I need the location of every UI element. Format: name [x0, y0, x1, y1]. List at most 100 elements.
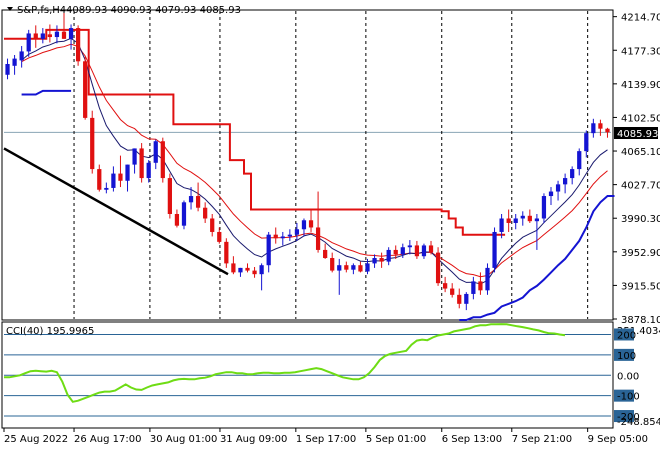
candle-body: [231, 263, 236, 273]
candle-body: [146, 162, 151, 179]
candle-body: [294, 229, 300, 235]
price-tick-label: 4102.50: [621, 113, 660, 124]
price-tick-label: 3915.50: [621, 281, 660, 292]
cci-levels: [4, 333, 611, 417]
ohlc-values: 4089.93 4090.93 4079.93 4085.93: [66, 5, 241, 16]
price-tick-label: 4214.70: [621, 13, 660, 24]
candle-body: [386, 249, 391, 262]
price-tick-label: 3990.30: [621, 214, 660, 225]
price-panel[interactable]: [1, 9, 614, 321]
candle-body: [181, 202, 187, 226]
candle-body: [118, 173, 123, 181]
candle-body: [5, 63, 10, 75]
cci-level-tag: [614, 389, 634, 402]
candle-body: [33, 33, 38, 39]
candle-body: [68, 28, 74, 39]
current-price-tag-text: 4085.93: [617, 129, 658, 140]
candle-body: [577, 151, 582, 170]
candle-body: [125, 164, 130, 181]
ema-fast-line: [21, 37, 608, 285]
candle-body: [75, 28, 81, 62]
candle-body: [203, 207, 208, 219]
candle-body: [167, 178, 172, 214]
candle-body: [400, 247, 405, 255]
candle-body: [337, 265, 342, 271]
candle-body: [534, 218, 540, 222]
candle-body: [259, 265, 264, 275]
cci-line: [4, 323, 566, 403]
candle-body: [245, 267, 250, 271]
ema-slow-line: [21, 43, 608, 278]
candle-body: [584, 133, 589, 152]
candle-body: [499, 218, 504, 232]
candle-body: [527, 215, 532, 222]
candle-body: [90, 117, 95, 170]
candle-body: [315, 227, 321, 250]
candle-body: [414, 245, 420, 257]
candle-body: [238, 267, 243, 273]
candle-body: [485, 267, 490, 291]
price-series: [3, 11, 615, 321]
cci-level-tag: [614, 348, 634, 361]
candle-body: [605, 128, 610, 133]
time-axis: 25 Aug 2022 26 Aug 17:00 30 Aug 01:00 31 Au…: [3, 428, 648, 445]
candle-body: [139, 148, 144, 179]
candle-body: [464, 293, 469, 304]
cci-series: [4, 323, 566, 403]
candle-body: [12, 58, 17, 66]
triangle-down-icon[interactable]: [7, 7, 13, 11]
candle-body: [195, 196, 201, 208]
candle-body: [83, 61, 88, 118]
candle-body: [379, 258, 384, 262]
candle-body: [372, 258, 377, 264]
candle-body: [153, 141, 158, 163]
candle-body: [457, 294, 462, 304]
candle-body: [570, 169, 575, 179]
cci-tick-label: 251.4034: [617, 326, 660, 337]
candle-body: [513, 218, 518, 223]
candle-body: [217, 231, 222, 242]
candle-body: [407, 245, 412, 248]
candle-body: [421, 245, 427, 257]
candle-body: [40, 33, 45, 39]
candle-body: [280, 236, 285, 239]
candle-body: [541, 196, 547, 219]
time-tick-label: 9 Sep 05:00: [588, 434, 648, 445]
candle-body: [450, 288, 455, 295]
candle-body: [308, 220, 314, 228]
candle-body: [104, 187, 109, 190]
candle-body: [520, 215, 525, 219]
cci-tick-label: -248.8547: [617, 417, 660, 428]
candle-body: [26, 33, 31, 52]
candle-body: [132, 148, 137, 165]
candle-body: [160, 141, 165, 179]
candle-body: [351, 265, 356, 270]
candle-body: [273, 234, 278, 239]
time-tick-label: 5 Sep 01:00: [366, 434, 426, 445]
candle-body: [47, 34, 52, 38]
candle-body: [443, 283, 448, 289]
time-tick-label: 25 Aug 2022: [4, 434, 68, 445]
candle-body: [428, 245, 434, 253]
candle-body: [506, 218, 511, 223]
candle-body: [435, 252, 441, 284]
cci-level-tag: [614, 410, 634, 423]
candle-body: [97, 169, 102, 190]
current-price-tag: [614, 127, 658, 139]
upper-envelope-line: [4, 28, 506, 236]
lower-envelope-line: [459, 195, 615, 321]
candle-body: [591, 123, 596, 134]
candle-body: [471, 281, 476, 294]
candle-body: [111, 173, 116, 188]
trendline: [3, 147, 229, 276]
candle-body: [323, 249, 328, 259]
price-tick-label: 4065.10: [621, 147, 660, 158]
candle-body: [301, 220, 307, 230]
price-tick-label: 3878.10: [621, 315, 660, 326]
symbol-label: S&P,fs,H4: [17, 5, 66, 16]
time-tick-label: 26 Aug 17:00: [74, 434, 141, 445]
price-tick-label: 4027.70: [621, 181, 660, 192]
candle-body: [287, 234, 292, 237]
